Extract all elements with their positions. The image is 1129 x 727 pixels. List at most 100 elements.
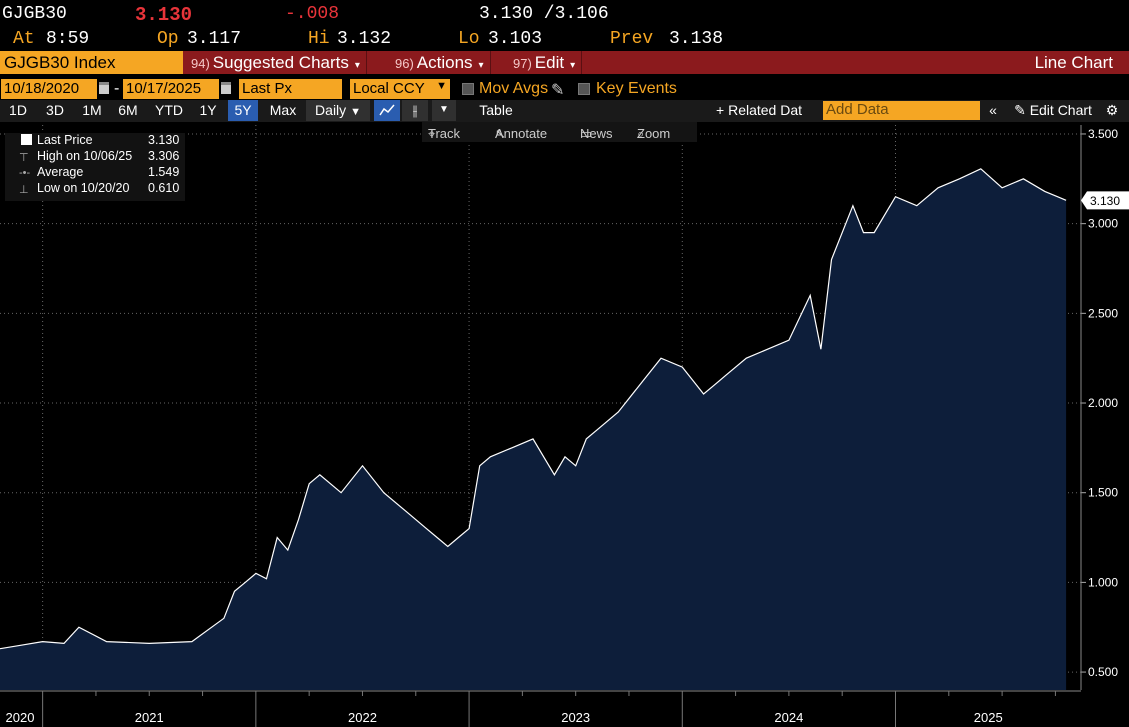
quote-row-1: GJGB30 3.130 -.008 3.130 /3.106	[0, 2, 1129, 27]
edit-menu[interactable]: 97) Edit ▾	[507, 51, 583, 74]
range-1d[interactable]: 1D	[9, 102, 27, 118]
average-marker-icon: -•-	[19, 167, 31, 179]
suggested-charts-menu[interactable]: 94) Suggested Charts ▾	[185, 51, 367, 74]
menu-label: Actions	[416, 53, 473, 72]
legend-label: High on 10/06/25	[37, 149, 133, 163]
x-tick-label: 2020	[6, 710, 35, 725]
bid-ask: 3.130 /3.106	[479, 4, 609, 24]
x-tick-label: 2021	[135, 710, 164, 725]
menu-number: 94)	[191, 56, 210, 71]
mov-avgs-label: Mov Avgs	[479, 80, 549, 97]
range-1y[interactable]: 1Y	[199, 102, 217, 118]
low-marker-icon: ⊥	[19, 184, 29, 196]
date-separator: -	[114, 80, 120, 97]
gear-icon[interactable]: ⚙	[1105, 102, 1119, 118]
dropdown-arrow-icon: ▼	[436, 80, 447, 92]
range-6m[interactable]: 6M	[118, 102, 138, 118]
high-value: 3.132	[337, 29, 392, 49]
pencil-icon: ✎	[1014, 102, 1026, 118]
line-chart-icon[interactable]	[374, 100, 400, 121]
frequency-select[interactable]: Daily ▼	[306, 100, 370, 121]
at-label: At	[13, 29, 35, 49]
y-tick-label: 3.500	[1088, 127, 1118, 141]
x-tick-label: 2022	[348, 710, 377, 725]
date-controls: 10/18/2020 - 10/17/2025 Last Px Local CC…	[0, 79, 1129, 101]
bar-chart-icon[interactable]: ⫲	[402, 100, 428, 121]
high-label: Hi	[308, 29, 330, 49]
menu-number: 96)	[395, 56, 414, 71]
y-tick-label: 2.500	[1088, 306, 1118, 320]
legend-row-high: ⊤ High on 10/06/25 3.306	[5, 149, 185, 165]
news-icon: ▭	[580, 126, 593, 141]
line-chart-glyph	[379, 104, 395, 116]
legend-value: 0.610	[148, 181, 180, 195]
range-5y[interactable]: 5Y	[228, 100, 258, 121]
quote-row-2: At 8:59 Op 3.117 Hi 3.132 Lo 3.103 Prev …	[0, 27, 1129, 52]
legend-label: Average	[37, 165, 84, 179]
x-axis: 2020 2021 2022 2023 2024 2025	[0, 690, 1081, 727]
y-tick-label: 1.000	[1088, 575, 1118, 589]
last-price-marker: 3.130	[1081, 191, 1129, 210]
mov-avgs-checkbox[interactable]	[462, 83, 474, 95]
net-change: -.008	[285, 4, 340, 24]
magnifier-icon: ⌕	[637, 126, 645, 141]
key-events-checkbox[interactable]	[578, 83, 590, 95]
zoom-label: Zoom	[637, 126, 671, 141]
start-date-field[interactable]: 10/18/2020	[1, 79, 97, 99]
y-axis: 0.500 1.000 1.500 2.000 2.500 3.000 3.500	[1080, 125, 1118, 690]
currency-select[interactable]: Local CCY ▼	[350, 79, 450, 99]
related-data-button[interactable]: + Related Dat	[716, 100, 822, 121]
y-tick-label: 1.500	[1088, 486, 1118, 500]
calendar-icon[interactable]	[221, 82, 231, 94]
actions-menu[interactable]: 96) Actions ▾	[389, 51, 491, 74]
range-1m[interactable]: 1M	[82, 102, 102, 118]
crosshair-icon: ⌖	[428, 126, 436, 141]
edit-chart-label: Edit Chart	[1029, 102, 1092, 118]
chart-legend[interactable]: Last Price 3.130 ⊤ High on 10/06/25 3.30…	[5, 133, 185, 201]
caret-down-icon: ▾	[570, 60, 576, 71]
price-field-select[interactable]: Last Px	[239, 79, 342, 99]
legend-label: Last Price	[37, 133, 93, 147]
last-price-tag-label: 3.130	[1090, 194, 1120, 208]
range-max[interactable]: Max	[269, 102, 297, 118]
chart-type-label[interactable]: Line Chart	[1034, 53, 1113, 72]
annotate-label: Annotate	[495, 126, 548, 141]
end-date-field[interactable]: 10/17/2025	[123, 79, 219, 99]
plus-icon: +	[716, 102, 725, 118]
open-label: Op	[157, 29, 179, 49]
open-value: 3.117	[187, 29, 242, 49]
y-tick-label: 3.000	[1088, 217, 1118, 231]
low-value: 3.103	[488, 29, 543, 49]
add-data-input[interactable]: Add Data	[823, 101, 980, 120]
caret-down-icon: ▾	[478, 60, 484, 71]
security-field[interactable]: GJGB30 Index	[0, 51, 183, 74]
dropdown-arrow-icon: ▼	[350, 106, 361, 118]
prev-value: 3.138	[669, 29, 724, 49]
annotate-icon: ↖	[495, 126, 506, 141]
prev-label: Prev	[610, 29, 654, 49]
currency-label: Local CCY	[353, 80, 425, 97]
collapse-icon[interactable]: «	[989, 102, 997, 118]
x-tick-label: 2025	[974, 710, 1003, 725]
news-label: News	[580, 126, 613, 141]
ticker: GJGB30	[2, 4, 67, 24]
caret-down-icon: ▾	[354, 60, 360, 71]
calendar-icon[interactable]	[99, 82, 109, 94]
x-tick-label: 2024	[774, 710, 803, 725]
pencil-icon[interactable]: ✎	[551, 82, 565, 99]
high-marker-icon: ⊤	[19, 152, 29, 164]
x-tick-label: 2023	[561, 710, 590, 725]
legend-value: 3.306	[148, 149, 180, 163]
track-label: Track	[428, 126, 461, 141]
range-3d[interactable]: 3D	[46, 102, 64, 118]
table-button[interactable]: Table	[479, 102, 513, 118]
chart-style-dropdown-icon[interactable]: ▼	[432, 100, 456, 121]
last-price-tag	[1081, 191, 1129, 210]
range-ytd[interactable]: YTD	[155, 102, 183, 118]
range-controls: 1D 3D 1M 6M YTD 1Y 5Y Max Daily ▼ ⫲ ▼ Ta…	[0, 100, 1129, 122]
price-area	[0, 168, 1067, 691]
y-tick-label: 0.500	[1088, 665, 1118, 679]
related-data-label: Related Dat	[728, 102, 803, 118]
edit-chart-button[interactable]: ✎ Edit Chart	[1008, 100, 1098, 121]
